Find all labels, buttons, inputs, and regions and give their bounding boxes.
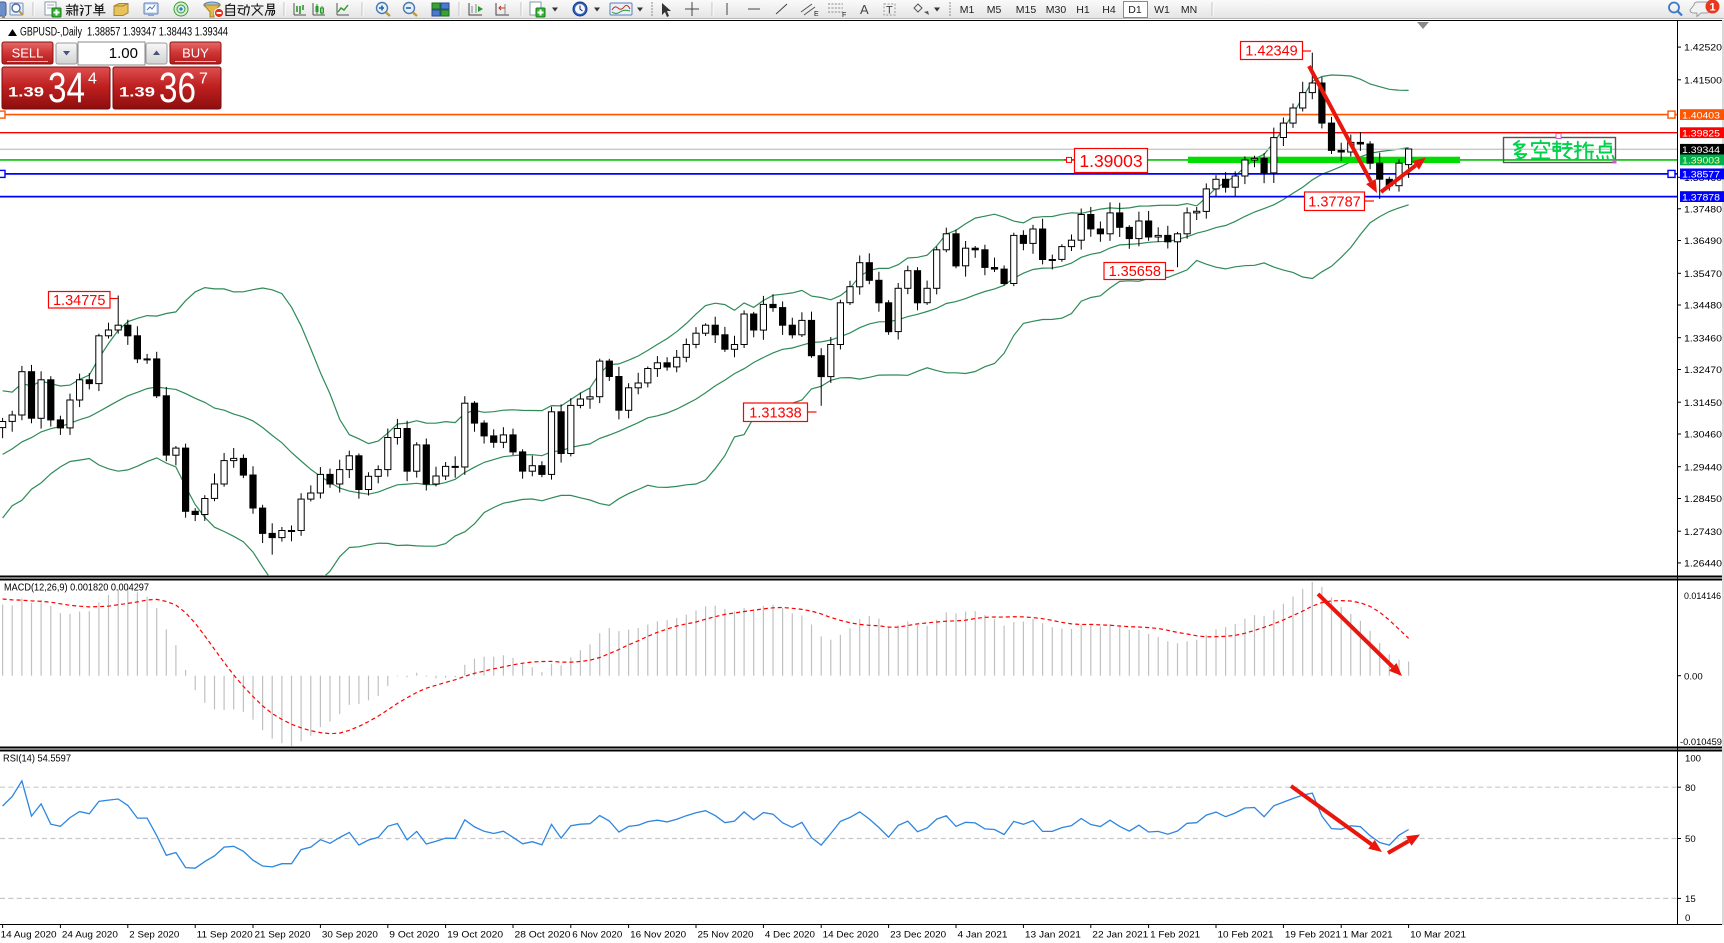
svg-text:1 Mar 2021: 1 Mar 2021 (1343, 930, 1393, 941)
svg-text:34: 34 (48, 64, 85, 112)
svg-text:36: 36 (159, 64, 196, 112)
svg-text:0.014146: 0.014146 (1684, 591, 1721, 602)
svg-text:14 Aug 2020: 14 Aug 2020 (1, 930, 57, 941)
svg-text:30 Sep 2020: 30 Sep 2020 (322, 930, 378, 941)
svg-text:1.39825: 1.39825 (1682, 129, 1720, 140)
svg-text:21 Sep 2020: 21 Sep 2020 (255, 930, 311, 941)
svg-text:GBPUSD-,Daily: GBPUSD-,Daily (20, 27, 82, 39)
svg-text:28 Oct 2020: 28 Oct 2020 (515, 930, 571, 941)
svg-text:1.39: 1.39 (8, 85, 44, 100)
svg-text:1.37787: 1.37787 (1308, 195, 1360, 211)
svg-text:1.29440: 1.29440 (1684, 462, 1722, 473)
svg-text:0.00: 0.00 (1684, 671, 1703, 682)
svg-text:4 Jan 2021: 4 Jan 2021 (958, 930, 1008, 941)
svg-text:1.26440: 1.26440 (1684, 559, 1722, 570)
svg-text:A: A (860, 2, 869, 17)
svg-text:M1: M1 (960, 4, 975, 16)
svg-text:1.42520: 1.42520 (1684, 43, 1722, 54)
svg-text:19 Oct 2020: 19 Oct 2020 (447, 930, 503, 941)
svg-text:1.37480: 1.37480 (1684, 204, 1722, 215)
svg-text:25 Nov 2020: 25 Nov 2020 (698, 930, 754, 941)
svg-text:1.28450: 1.28450 (1684, 494, 1722, 505)
svg-text:1.27430: 1.27430 (1684, 527, 1722, 538)
svg-text:F: F (842, 12, 846, 19)
svg-text:14 Dec 2020: 14 Dec 2020 (823, 930, 879, 941)
svg-text:-0.010459: -0.010459 (1680, 737, 1722, 748)
svg-text:T: T (886, 5, 893, 17)
svg-text:MACD(12,26,9) 0.001820 0.00429: MACD(12,26,9) 0.001820 0.004297 (4, 582, 149, 594)
svg-text:E: E (814, 11, 819, 18)
svg-text:13 Jan 2021: 13 Jan 2021 (1025, 930, 1081, 941)
svg-text:M30: M30 (1046, 4, 1067, 16)
svg-text:1.30460: 1.30460 (1684, 430, 1722, 441)
svg-text:19 Feb 2021: 19 Feb 2021 (1285, 930, 1341, 941)
svg-text:M15: M15 (1016, 4, 1037, 16)
svg-text:BUY: BUY (182, 46, 209, 61)
svg-text:11 Sep 2020: 11 Sep 2020 (197, 930, 253, 941)
svg-text:1: 1 (1709, 2, 1715, 14)
svg-text:50: 50 (1685, 834, 1696, 845)
svg-text:1.33460: 1.33460 (1684, 333, 1722, 344)
svg-text:22 Jan 2021: 22 Jan 2021 (1092, 930, 1148, 941)
svg-text:MN: MN (1181, 4, 1197, 16)
svg-text:1.00: 1.00 (109, 45, 138, 62)
svg-text:SELL: SELL (12, 46, 44, 61)
svg-text:1.39: 1.39 (119, 85, 155, 100)
svg-text:1.36490: 1.36490 (1684, 236, 1722, 247)
svg-text:2 Sep 2020: 2 Sep 2020 (129, 930, 179, 941)
svg-text:1.39344: 1.39344 (1682, 145, 1721, 156)
svg-text:80: 80 (1685, 783, 1696, 794)
svg-text:9 Oct 2020: 9 Oct 2020 (389, 930, 439, 941)
svg-text:10 Mar 2021: 10 Mar 2021 (1410, 930, 1466, 941)
svg-text:4: 4 (88, 71, 97, 88)
svg-text:1.31450: 1.31450 (1684, 398, 1722, 409)
svg-text:RSI(14) 54.5597: RSI(14) 54.5597 (3, 753, 71, 765)
svg-text:1.42349: 1.42349 (1245, 44, 1297, 60)
svg-text:1.41500: 1.41500 (1684, 75, 1722, 86)
svg-text:1.34775: 1.34775 (53, 293, 105, 309)
svg-text:M5: M5 (987, 4, 1002, 16)
svg-text:1.39003: 1.39003 (1079, 151, 1142, 171)
svg-text:1.34480: 1.34480 (1684, 301, 1722, 312)
svg-text:1.37878: 1.37878 (1682, 192, 1720, 203)
svg-text:1 Feb 2021: 1 Feb 2021 (1150, 930, 1200, 941)
svg-text:1.35470: 1.35470 (1684, 269, 1722, 280)
svg-text:10 Feb 2021: 10 Feb 2021 (1218, 930, 1274, 941)
svg-text:1.38577: 1.38577 (1682, 170, 1720, 181)
svg-text:1.32470: 1.32470 (1684, 365, 1722, 376)
svg-text:1.31338: 1.31338 (749, 406, 801, 422)
svg-text:4 Dec 2020: 4 Dec 2020 (765, 930, 815, 941)
svg-text:1.38857 1.39347 1.38443 1.3934: 1.38857 1.39347 1.38443 1.39344 (87, 27, 228, 39)
svg-text:100: 100 (1685, 754, 1701, 765)
svg-text:15: 15 (1685, 894, 1696, 905)
svg-text:6 Nov 2020: 6 Nov 2020 (572, 930, 622, 941)
svg-text:0: 0 (1685, 913, 1690, 924)
svg-text:1.40403: 1.40403 (1682, 110, 1720, 121)
svg-text:1.39003: 1.39003 (1682, 156, 1720, 167)
svg-text:H1: H1 (1076, 4, 1090, 16)
svg-text:W1: W1 (1154, 4, 1170, 16)
svg-text:24 Aug 2020: 24 Aug 2020 (62, 930, 118, 941)
svg-text:16 Nov 2020: 16 Nov 2020 (630, 930, 686, 941)
svg-text:7: 7 (199, 71, 208, 88)
svg-text:23 Dec 2020: 23 Dec 2020 (890, 930, 946, 941)
svg-text:1.35658: 1.35658 (1109, 264, 1161, 280)
svg-text:D1: D1 (1128, 4, 1142, 16)
svg-text:H4: H4 (1102, 4, 1116, 16)
